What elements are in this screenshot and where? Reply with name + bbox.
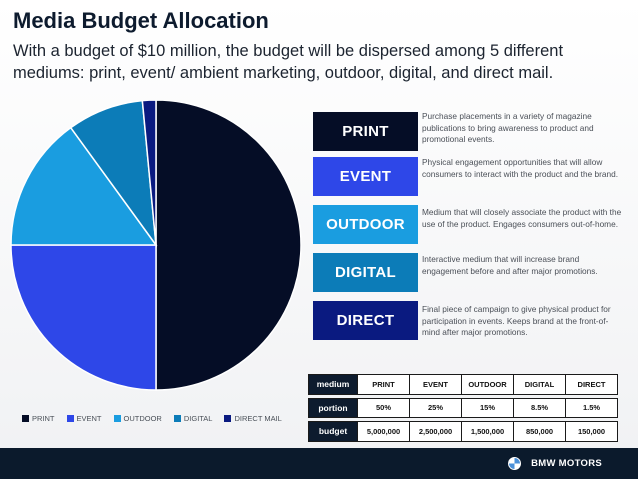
table-cell: 8.5% [513,397,566,418]
legend-item: PRINT [22,414,55,423]
pie-slice-direct-mail [141,100,157,246]
pie-slice-event [10,244,157,391]
page-subtitle: With a budget of $10 million, the budget… [13,42,564,82]
table-cell: 1.5% [565,397,618,418]
medium-box-outdoor: OUTDOOR [313,205,418,244]
medium-label-digital: DIGITAL [335,264,396,281]
legend-item: OUTDOOR [113,414,162,423]
page-title: Media Budget Allocation [13,8,269,33]
legend-item: EVENT [66,414,102,423]
legend-label: OUTDOOR [123,414,162,423]
medium-box-digital: DIGITAL [313,253,418,292]
medium-box-event: EVENT [313,157,418,196]
legend-swatch [173,415,181,422]
legend-swatch [66,415,74,422]
medium-desc-direct: Final piece of campaign to give physical… [422,304,611,337]
medium-desc-event: Physical engagement opportunities that w… [422,157,619,179]
table-header-cell: DIRECT [565,374,618,395]
table-header-cell: PRINT [357,374,410,395]
table-cell: 5,000,000 [357,421,410,442]
table-cell: 15% [461,397,514,418]
table-header-cell: DIGITAL [513,374,566,395]
table-header-label: medium [308,374,358,395]
medium-box-print: PRINT [313,112,418,151]
table-portion-row: portion 50% 25% 15% 8.5% 1.5% [308,397,618,418]
legend-item: DIGITAL [173,414,213,423]
table-header-row: medium PRINT EVENT OUTDOOR DIGITAL DIREC… [308,374,618,395]
table-cell: 1,500,000 [461,421,514,442]
brand-mark: BMW MOTORS [508,457,602,470]
medium-desc-outdoor: Medium that will closely associate the p… [422,207,622,229]
table-header-cell: OUTDOOR [461,374,514,395]
table-cell: 25% [409,397,462,418]
table-cell: 850,000 [513,421,566,442]
legend-label: DIGITAL [183,414,213,423]
table-cell: 50% [357,397,410,418]
legend-label: DIRECT MAIL [234,414,282,423]
table-header-cell: EVENT [409,374,462,395]
pie-legend: PRINT EVENT OUTDOOR DIGITAL DIRECT MAIL [22,414,294,423]
medium-desc-print: Purchase placements in a variety of maga… [422,111,594,144]
medium-label-outdoor: OUTDOOR [326,216,405,233]
bmw-logo-icon [508,457,522,470]
brand-name: BMW MOTORS [531,458,602,469]
medium-label-direct: DIRECT [336,312,395,329]
medium-desc-digital: Interactive medium that will increase br… [422,254,598,276]
legend-swatch [224,415,232,422]
legend-swatch [22,415,29,422]
legend-label: EVENT [76,414,102,423]
pie-slice-print [155,100,302,391]
table-cell: 2,500,000 [409,421,462,442]
table-budget-label: budget [308,421,358,442]
budget-table: medium PRINT EVENT OUTDOOR DIGITAL DIREC… [308,374,618,442]
medium-label-event: EVENT [339,168,392,185]
pie-slice-outdoor [10,126,158,246]
medium-label-print: PRINT [342,123,389,140]
legend-swatch [113,415,121,422]
footer-bar: BMW MOTORS [0,448,638,479]
table-budget-row: budget 5,000,000 2,500,000 1,500,000 850… [308,421,618,442]
legend-label: PRINT [32,414,55,423]
medium-box-direct: DIRECT [313,301,418,340]
table-cell: 150,000 [565,421,618,442]
budget-pie-chart [10,100,302,391]
legend-item: DIRECT MAIL [224,414,282,423]
table-portion-label: portion [308,397,358,418]
